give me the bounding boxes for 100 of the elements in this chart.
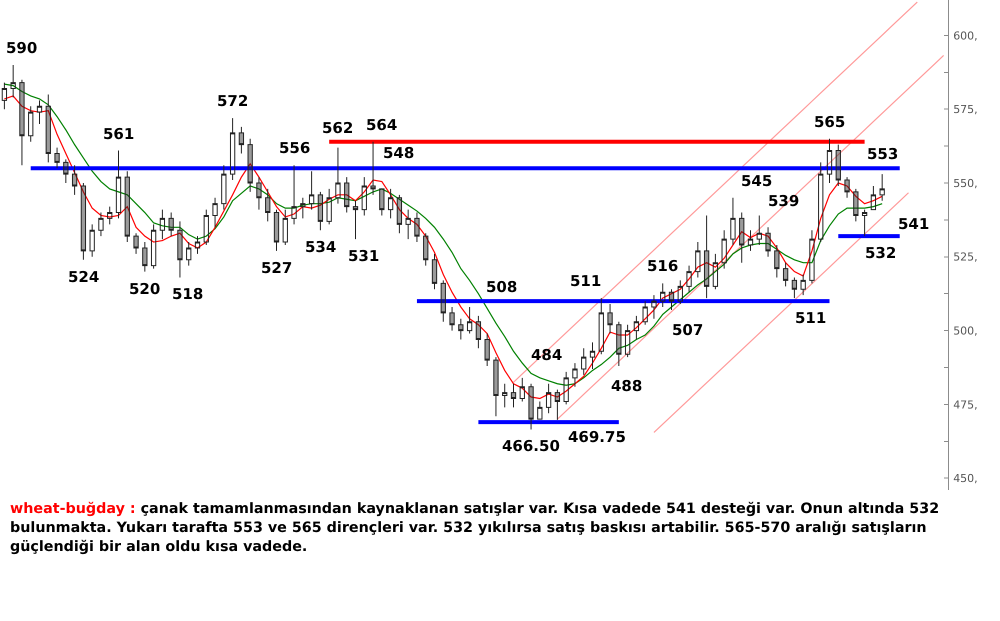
- candlestick: [186, 242, 192, 266]
- text: 527: [261, 259, 292, 277]
- candlestick: [704, 214, 710, 299]
- candlestick: [528, 383, 534, 430]
- candlestick: [598, 298, 604, 355]
- candlestick: [458, 318, 464, 340]
- candlestick: [616, 321, 622, 367]
- candlestick: [326, 188, 332, 225]
- candlestick: [36, 100, 42, 124]
- candlestick: [476, 315, 482, 349]
- y-tick-label: 450,: [953, 472, 978, 486]
- candlestick: [634, 315, 640, 340]
- candlestick: [46, 94, 51, 163]
- text: 524: [68, 268, 100, 286]
- candlestick: [352, 200, 358, 240]
- candlestick: [362, 176, 367, 216]
- candlestick: [370, 141, 376, 196]
- candlestick: [335, 147, 341, 204]
- candlestick: [660, 282, 666, 308]
- text: 469.75: [568, 428, 626, 446]
- candlestick: [194, 236, 200, 254]
- candlestick: [818, 162, 824, 243]
- candlestick: [160, 209, 166, 240]
- candlestick: [28, 106, 34, 142]
- text: wheat-buğday :: [10, 501, 136, 517]
- candlestick: [537, 400, 542, 420]
- text: 565: [814, 113, 846, 131]
- y-tick-label: 600,: [953, 29, 978, 42]
- candlestick: [80, 182, 86, 260]
- candlestick: [466, 306, 472, 334]
- candlestick: [520, 377, 525, 402]
- candlestick: [572, 362, 578, 388]
- candlestick: [10, 64, 16, 98]
- candlestick: [344, 176, 350, 214]
- y-tick-label: 575,: [953, 103, 978, 116]
- candlestick: [880, 174, 885, 202]
- text: 534: [305, 238, 336, 256]
- candlestick: [274, 209, 280, 252]
- candlestick: [668, 288, 674, 310]
- candlestick: [651, 294, 657, 320]
- candlestick: [493, 356, 499, 417]
- candlestick: [54, 147, 60, 169]
- candlestick: [756, 214, 762, 246]
- text: 539: [768, 192, 800, 210]
- candlestick: [291, 164, 297, 225]
- text: 532: [865, 244, 896, 262]
- candlestick: [90, 224, 95, 258]
- text: 572: [217, 92, 248, 110]
- text: 548: [383, 144, 414, 162]
- candlestick: [168, 212, 174, 237]
- candlestick: [510, 383, 516, 408]
- candlestick: [546, 383, 552, 414]
- candlestick: [642, 300, 648, 326]
- text: 507: [672, 321, 704, 339]
- candlestick: [624, 324, 630, 358]
- candlestick: [844, 176, 850, 198]
- candlestick: [800, 274, 806, 296]
- candlestick: [564, 371, 569, 405]
- text: 561: [103, 125, 134, 143]
- candlestick: [809, 230, 815, 284]
- candlestick: [19, 79, 25, 166]
- text: 541: [898, 215, 930, 233]
- text: 553: [867, 145, 898, 163]
- candlestick: [502, 383, 508, 408]
- candlestick: [116, 150, 122, 219]
- text: 545: [741, 172, 772, 190]
- candlestick: [774, 244, 780, 278]
- candlestick: [695, 242, 700, 278]
- candlestick: [150, 224, 156, 270]
- candlestick: [432, 253, 438, 290]
- y-tick-label: 525,: [953, 250, 978, 264]
- candlestick: [177, 220, 183, 278]
- candlestick: [230, 118, 236, 181]
- candlestick: [133, 232, 139, 254]
- candlestick: [748, 230, 754, 252]
- y-tick-label: 550,: [953, 176, 978, 190]
- text: 562: [322, 119, 354, 137]
- candlestick: [590, 342, 596, 370]
- text: 511: [570, 272, 602, 290]
- candlestick: [730, 197, 736, 246]
- candlestick: [248, 138, 253, 192]
- text: 590: [6, 39, 38, 57]
- candlestick: [107, 206, 112, 225]
- candlestick: [836, 144, 841, 186]
- candlestick: [379, 188, 384, 216]
- text: 508: [486, 278, 518, 296]
- candlestick: [722, 230, 727, 270]
- text: 520: [129, 280, 160, 298]
- candlestick: [449, 306, 455, 332]
- candlestick: [826, 138, 832, 184]
- candlestick: [484, 333, 490, 367]
- text: 516: [647, 257, 678, 275]
- candlestick: [282, 209, 288, 246]
- text: 531: [348, 247, 380, 265]
- text: 518: [172, 285, 204, 303]
- candlestick: [300, 197, 306, 219]
- text: 466.50: [502, 437, 560, 455]
- candlestick: [423, 232, 428, 266]
- candlestick: [581, 348, 586, 376]
- candlestick: [142, 242, 148, 272]
